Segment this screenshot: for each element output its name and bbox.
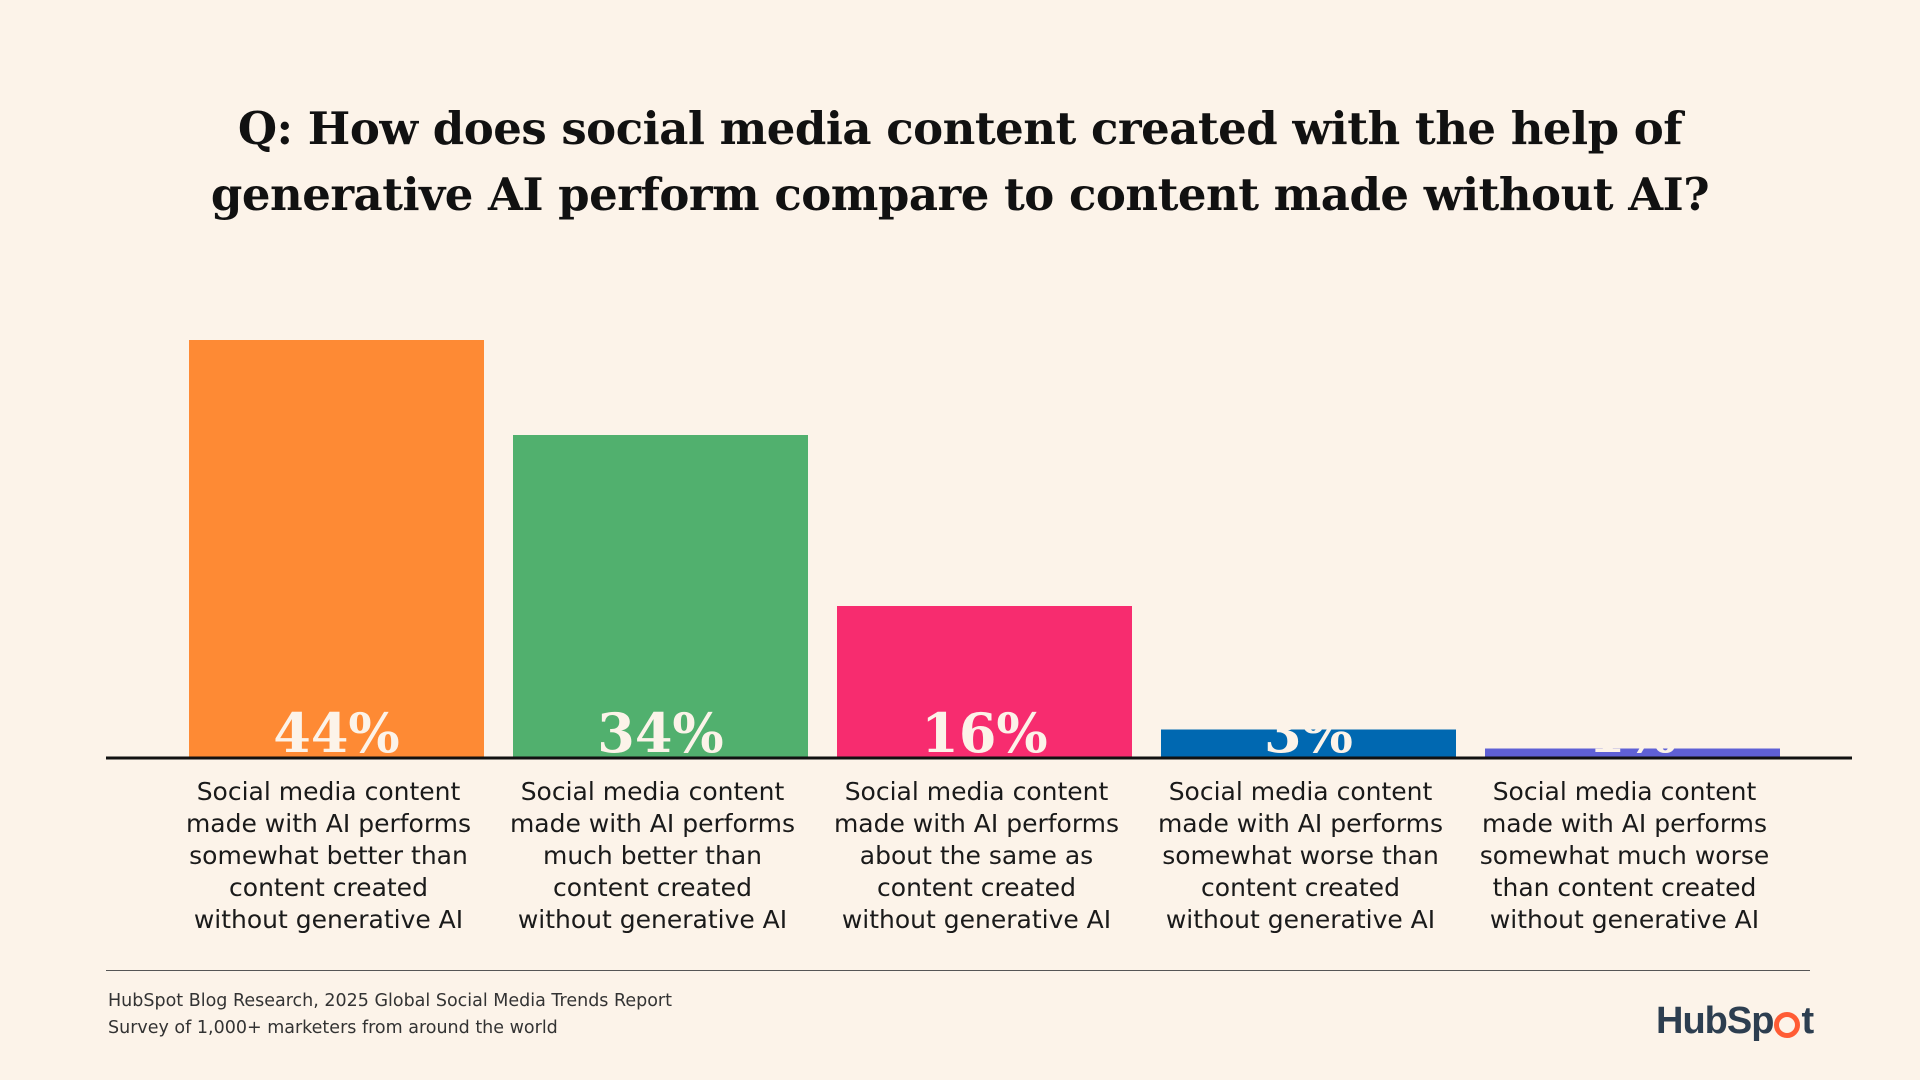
category-label-line: Social media content — [1169, 777, 1433, 806]
bar-3 — [837, 606, 1132, 758]
bar-1 — [189, 340, 484, 758]
category-label-2: Social media content made with AI perform… — [510, 777, 795, 934]
category-label-line: Social media content — [1493, 777, 1757, 806]
category-label-line: content created — [1201, 873, 1400, 902]
bar-value-label-3: 16% — [921, 701, 1047, 765]
bar-value-label-1: 44% — [273, 701, 399, 765]
category-label-line: without generative AI — [518, 905, 787, 934]
chart-title-line-1: Q: How does social media content created… — [237, 102, 1683, 155]
category-label-line: without generative AI — [1490, 905, 1759, 934]
category-label-line: Social media content — [521, 777, 785, 806]
bar-value-label-2: 34% — [597, 701, 723, 765]
bar-value-label-5: 1% — [1588, 701, 1677, 765]
category-label-line: made with AI performs — [1482, 809, 1767, 838]
category-label-line: without generative AI — [194, 905, 463, 934]
category-label-3: Social media content made with AI perform… — [834, 777, 1119, 934]
category-label-line: than content created — [1493, 873, 1757, 902]
bar-5 — [1485, 748, 1780, 758]
category-label-4: Social media content made with AI perform… — [1158, 777, 1443, 934]
sprocket-icon — [1774, 1011, 1801, 1038]
source-line-2: Survey of 1,000+ marketers from around t… — [108, 1018, 558, 1038]
bar-4 — [1161, 729, 1456, 758]
category-label-line: Social media content — [845, 777, 1109, 806]
category-label-line: somewhat worse than — [1162, 841, 1439, 870]
category-label-line: content created — [553, 873, 752, 902]
bar-2 — [513, 435, 808, 758]
category-label-line: made with AI performs — [186, 809, 471, 838]
footer-divider — [106, 970, 1810, 971]
source-line-1: HubSpot Blog Research, 2025 Global Socia… — [108, 991, 672, 1011]
logo-text-right: t — [1801, 1000, 1814, 1042]
bar-value-label-4: 3% — [1264, 701, 1353, 765]
category-label-line: about the same as — [860, 841, 1093, 870]
category-label-line: without generative AI — [842, 905, 1111, 934]
chart-title-line-2: generative AI perform compare to content… — [210, 168, 1710, 221]
category-label-line: content created — [877, 873, 1076, 902]
category-label-line: made with AI performs — [834, 809, 1119, 838]
chart-title: Q: How does social media content created… — [0, 96, 1920, 228]
category-label-line: content created — [229, 873, 428, 902]
hubspot-logo: HubSp t — [1656, 1000, 1814, 1043]
category-label-line: somewhat much worse — [1480, 841, 1770, 870]
category-label-line: much better than — [543, 841, 762, 870]
category-label-5: Social media content made with AI perform… — [1480, 777, 1770, 934]
category-label-line: somewhat better than — [189, 841, 468, 870]
category-label-line: made with AI performs — [1158, 809, 1443, 838]
source-note: HubSpot Blog Research, 2025 Global Socia… — [108, 988, 672, 1042]
category-label-line: without generative AI — [1166, 905, 1435, 934]
category-label-line: Social media content — [197, 777, 461, 806]
category-label-1: Social media content made with AI perform… — [186, 777, 471, 934]
category-label-line: made with AI performs — [510, 809, 795, 838]
logo-text-left: HubSp — [1656, 1000, 1774, 1042]
